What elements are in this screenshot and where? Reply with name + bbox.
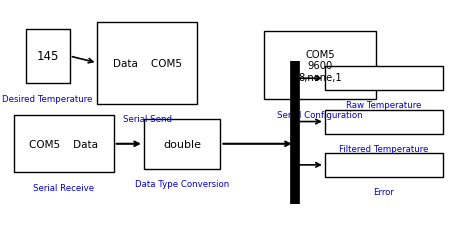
- Text: 145: 145: [36, 50, 59, 63]
- Bar: [324, 153, 442, 177]
- Bar: [324, 67, 442, 91]
- Text: Serial Configuration: Serial Configuration: [277, 110, 362, 119]
- Text: Data    COM5: Data COM5: [113, 59, 181, 69]
- Text: Serial Receive: Serial Receive: [33, 183, 94, 192]
- Text: COM5
9600
8,none,1: COM5 9600 8,none,1: [298, 49, 341, 82]
- Text: Raw Temperature: Raw Temperature: [345, 101, 421, 110]
- Bar: [25, 30, 69, 84]
- Bar: [144, 119, 220, 169]
- Bar: [324, 110, 442, 134]
- Text: Filtered Temperature: Filtered Temperature: [338, 144, 428, 153]
- Text: Desired Temperature: Desired Temperature: [2, 94, 93, 103]
- Text: Serial Send: Serial Send: [123, 115, 171, 123]
- Text: Data Type Conversion: Data Type Conversion: [135, 179, 229, 188]
- Bar: [14, 116, 113, 173]
- Bar: [264, 32, 375, 100]
- Text: double: double: [163, 139, 200, 149]
- Text: Error: Error: [373, 187, 394, 196]
- Text: COM5    Data: COM5 Data: [29, 139, 98, 149]
- Bar: [97, 23, 197, 104]
